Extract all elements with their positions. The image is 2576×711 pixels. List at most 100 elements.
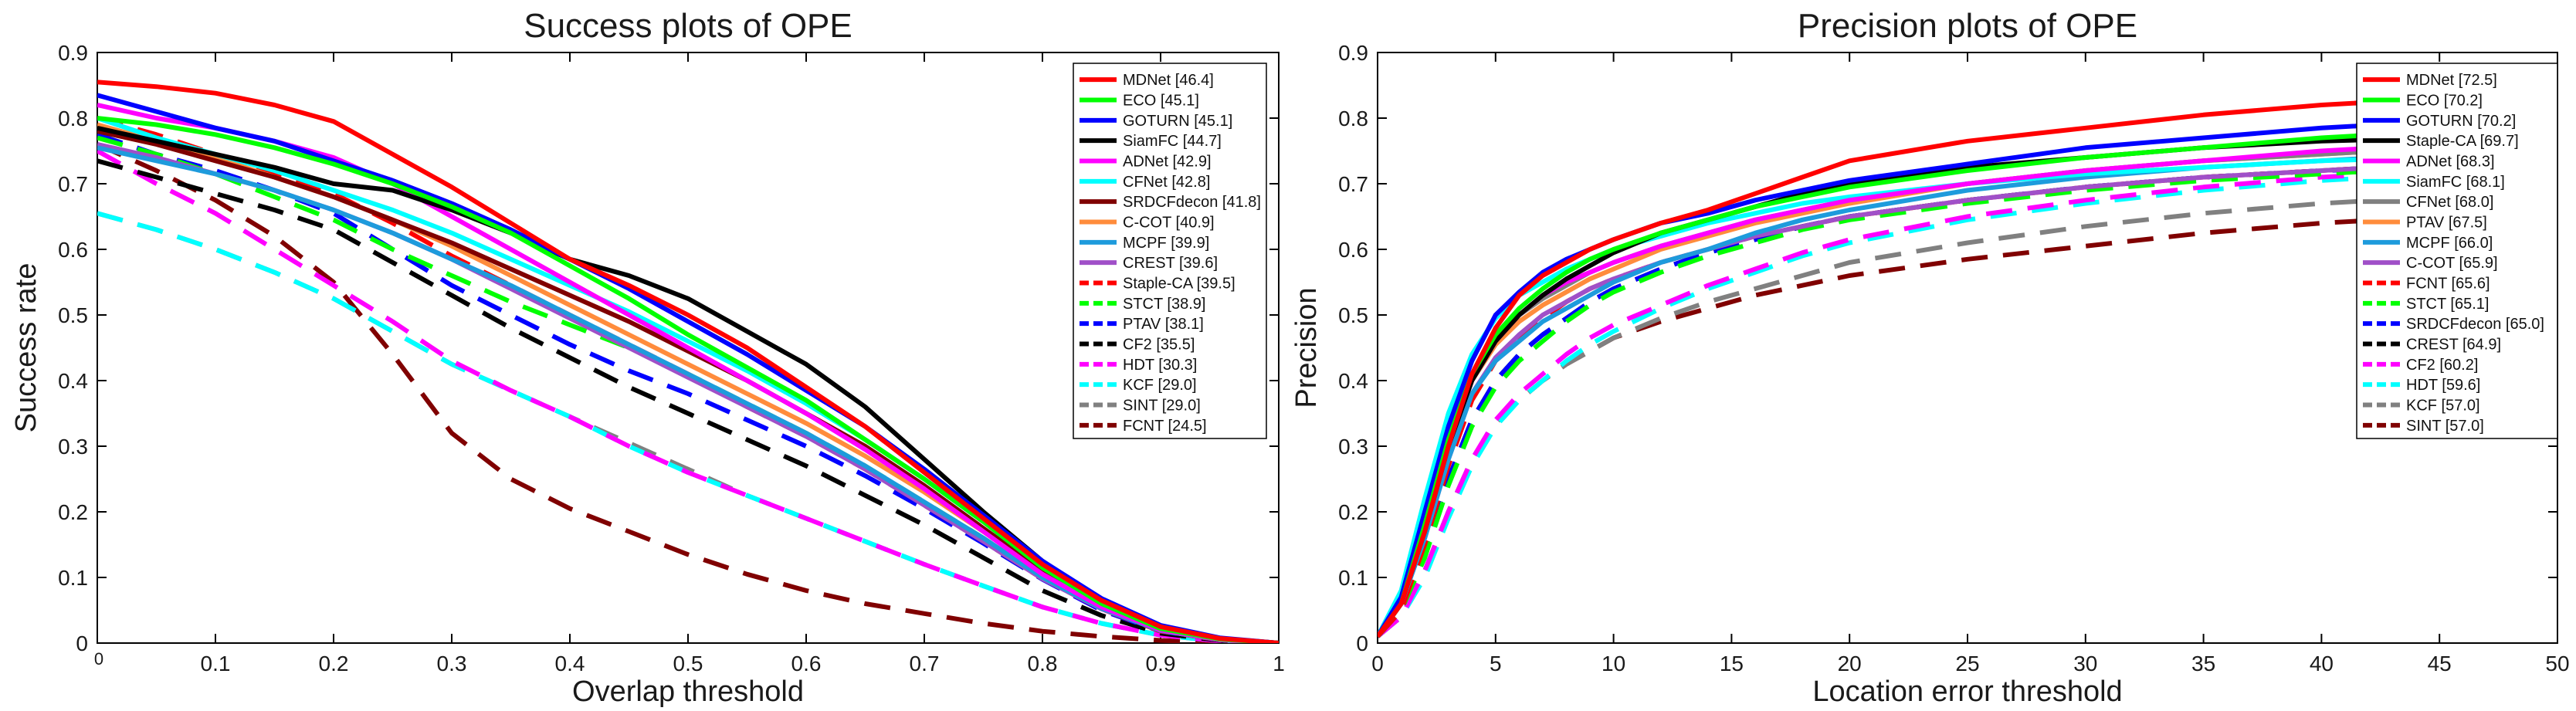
x-tick-label: 1: [1273, 652, 1285, 675]
legend-entry: KCF [57.0]: [2406, 398, 2480, 415]
y-tick-label: 0.3: [58, 435, 88, 459]
legend-entry: GOTURN [45.1]: [1123, 113, 1232, 130]
series-line-1: [1378, 90, 2557, 638]
x-tick-label: 0.8: [1028, 652, 1058, 675]
legend-entry: ECO [70.2]: [2406, 93, 2483, 110]
y-tick-label: 0.9: [1338, 41, 1368, 65]
y-tick-label: 0.1: [1338, 566, 1368, 590]
legend-box: [1073, 63, 1267, 439]
legend-entry: HDT [59.6]: [2406, 377, 2480, 394]
legend-entry: MCPF [66.0]: [2406, 235, 2493, 252]
y-tick-label: 0.7: [58, 172, 88, 196]
x-tick-label: 0.1: [201, 652, 231, 675]
legend-entry: CF2 [35.5]: [1123, 337, 1195, 354]
legend-entry: MCPF [39.9]: [1123, 235, 1209, 252]
chart-title: Precision plots of OPE: [1798, 7, 2137, 45]
chart-1: Success plots of OPE Overlap threshold Suc…: [10, 7, 1285, 708]
y-tick-label: 0.4: [1338, 369, 1368, 393]
legend-entry: SiamFC [44.7]: [1123, 133, 1222, 150]
y-tick-label: 0.3: [1338, 435, 1368, 459]
x-tick-label: 0: [94, 649, 103, 669]
x-tick-label: 35: [2191, 652, 2215, 675]
x-tick-label: 0.3: [437, 652, 467, 675]
legend-entry: SiamFC [68.1]: [2406, 174, 2505, 191]
legend-entry: CREST [39.6]: [1123, 255, 1218, 272]
x-tick-label: 10: [1602, 652, 1625, 675]
y-axis-label: Precision: [1290, 287, 1323, 408]
x-tick-label: 5: [1490, 652, 1502, 675]
x-tick-label: 30: [2073, 652, 2097, 675]
x-tick-label: 0.9: [1146, 652, 1176, 675]
series-line-16: [1378, 164, 2557, 638]
y-tick-label: 0.5: [58, 303, 88, 327]
legend-entry: STCT [65.1]: [2406, 296, 2489, 313]
x-tick-label: 0.6: [791, 652, 822, 675]
series-line-2: [97, 116, 1279, 643]
legend-entry: CF2 [60.2]: [2406, 357, 2478, 374]
x-tick-label: 45: [2428, 652, 2452, 675]
x-tick-label: 25: [1955, 652, 1979, 675]
legend: MDNet [72.5] ECO [70.2] GOTURN [70.2] Stapl…: [2356, 63, 2558, 439]
y-tick-label: 0: [76, 631, 88, 655]
x-tick-label: 50: [2545, 652, 2569, 675]
y-tick-label: 0.8: [1338, 107, 1368, 130]
series-group: [1378, 90, 2557, 638]
y-tick-label: 0.6: [1338, 238, 1368, 262]
x-tick-label: 40: [2310, 652, 2334, 675]
legend-entry: HDT [30.3]: [1123, 357, 1197, 374]
legend-entry: SINT [57.0]: [2406, 418, 2484, 435]
x-tick-label: 20: [1838, 652, 1862, 675]
series-line-15: [1378, 161, 2557, 638]
legend-entry: SRDCFdecon [65.0]: [2406, 316, 2544, 333]
y-tick-label: 0.7: [1338, 172, 1368, 196]
y-tick-label: 0.9: [58, 41, 88, 65]
legend-entry: SINT [29.0]: [1123, 398, 1201, 415]
y-tick-label: 0.8: [58, 107, 88, 130]
legend-entry: ADNet [68.3]: [2406, 154, 2495, 171]
series-group: [97, 80, 1279, 643]
legend-entry: CFNet [42.8]: [1123, 174, 1210, 191]
y-axis-label: Success rate: [10, 263, 42, 433]
series-line-15: [97, 148, 1279, 643]
y-tick-label: 0.6: [58, 238, 88, 262]
legend-entry: MDNet [72.5]: [2406, 72, 2497, 89]
legend-entry: CREST [64.9]: [2406, 337, 2501, 354]
legend-entry: SRDCFdecon [41.8]: [1123, 194, 1261, 211]
x-tick-label: 0.4: [555, 652, 585, 675]
legend-entry: FCNT [65.6]: [2406, 276, 2490, 293]
x-axis-label: Location error threshold: [1812, 675, 2122, 708]
legend-entry: PTAV [67.5]: [2406, 215, 2487, 232]
series-line-14: [97, 158, 1279, 643]
legend-entry: FCNT [24.5]: [1123, 418, 1207, 435]
x-axis-label: Overlap threshold: [572, 675, 804, 708]
x-tick-label: 0.7: [910, 652, 940, 675]
x-tick-label: 0: [1371, 652, 1384, 675]
y-tick-label: 0.4: [58, 369, 88, 393]
series-line-18: [97, 142, 1279, 643]
legend-entry: Staple-CA [39.5]: [1123, 276, 1235, 293]
legend-entry: ECO [45.1]: [1123, 93, 1199, 110]
chart-title: Success plots of OPE: [524, 7, 852, 45]
legend-entry: C-COT [65.9]: [2406, 255, 2498, 272]
legend-entry: PTAV [38.1]: [1123, 316, 1204, 333]
x-tick-label: 15: [1720, 652, 1744, 675]
y-tick-label: 0.5: [1338, 303, 1368, 327]
y-tick-label: 0.1: [58, 566, 88, 590]
y-tick-label: 0.2: [1338, 500, 1368, 524]
legend-entry: STCT [38.9]: [1123, 296, 1205, 313]
legend-entry: GOTURN [70.2]: [2406, 113, 2516, 130]
legend-entry: CFNet [68.0]: [2406, 194, 2493, 211]
legend-entry: KCF [29.0]: [1123, 377, 1197, 394]
legend-entry: ADNet [42.9]: [1123, 154, 1212, 171]
y-tick-label: 0.2: [58, 500, 88, 524]
x-tick-label: 0.2: [319, 652, 349, 675]
legend-entry: MDNet [46.4]: [1123, 72, 1214, 89]
x-tick-label: 0.5: [673, 652, 703, 675]
legend-entry: Staple-CA [69.7]: [2406, 133, 2519, 150]
legend-box: [2356, 63, 2558, 439]
series-line-1: [97, 80, 1279, 643]
legend-entry: C-COT [40.9]: [1123, 215, 1215, 232]
legend: MDNet [46.4] ECO [45.1] GOTURN [45.1] SiamF…: [1073, 63, 1267, 439]
y-tick-label: 0: [1356, 631, 1368, 655]
